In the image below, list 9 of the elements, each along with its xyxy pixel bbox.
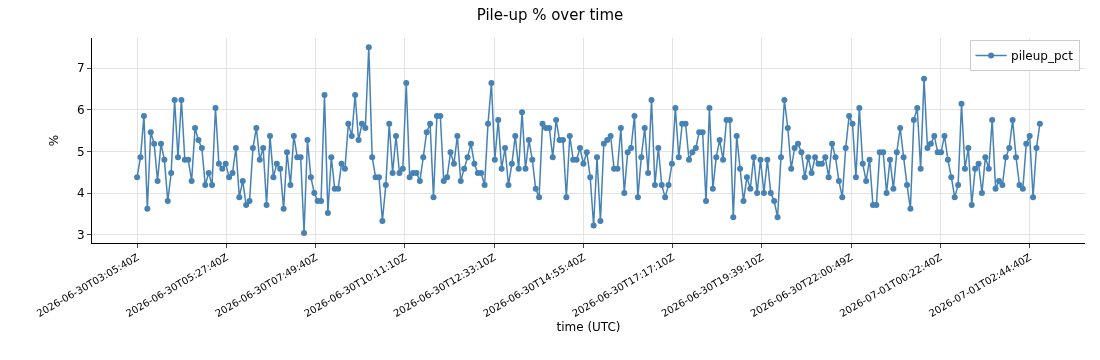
legend-label: pileup_pct bbox=[1011, 49, 1074, 64]
y-tick-label: 5 bbox=[76, 144, 85, 159]
y-tick-label: 7 bbox=[76, 61, 85, 76]
y-tick-label: 3 bbox=[76, 227, 85, 242]
chart-title: Pile-up % over time bbox=[476, 5, 624, 24]
y-tick-label: 4 bbox=[76, 186, 85, 201]
y-axis-title: % bbox=[47, 134, 61, 147]
x-axis-title: time (UTC) bbox=[556, 319, 621, 334]
y-tick-label: 6 bbox=[76, 102, 85, 117]
